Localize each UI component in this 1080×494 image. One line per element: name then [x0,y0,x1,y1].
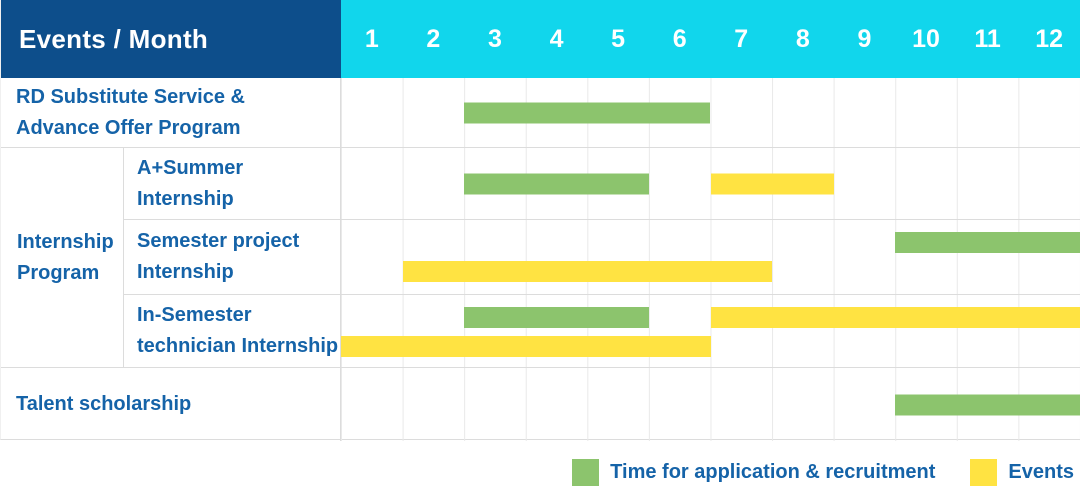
month-label: 3 [487,24,502,53]
application-bar [464,307,649,328]
month-label: 2 [426,24,441,53]
row-label-in-semester: In-Semester technician Internship [124,295,341,367]
table-row: Talent scholarship [1,368,1080,441]
legend-label: Events [1008,460,1074,483]
event-bar [710,173,834,194]
gantt-table: Events / Month 1 2 3 4 5 6 7 8 9 10 11 12 RD Substi… [0,0,1080,441]
chart-row-rd-substitute [341,78,1080,147]
month-label: 11 [974,24,1001,53]
event-bar [710,307,1080,328]
table-row: RD Substitute Service & Advance Offer Pr… [1,78,1080,148]
chart-row-in-semester [341,295,1080,367]
internship-program-group: Internship Program A+Summer Internship S… [1,148,1080,368]
application-bar [895,232,1080,253]
row-label-rd-substitute: RD Substitute Service & Advance Offer Pr… [1,78,341,147]
row-label-semester-project: Semester project Internship [124,220,341,294]
table-row: A+Summer Internship [124,148,1080,220]
table-header-title: Events / Month [1,0,341,78]
legend-item-application: Time for application & recruitment [572,458,936,486]
month-label: 4 [549,24,564,53]
month-label: 1 [364,24,379,53]
legend: Time for application & recruitment Events [572,455,1074,489]
application-bar [464,173,649,194]
internship-program-subrows: A+Summer Internship Semester project Int… [124,148,1080,367]
event-bar [402,261,773,282]
row-label-a-summer: A+Summer Internship [124,148,341,219]
application-bar [895,394,1080,415]
month-label: 12 [1035,24,1064,53]
legend-swatch-event [970,458,998,486]
legend-item-event: Events [970,458,1074,486]
table-row: In-Semester technician Internship [124,295,1080,367]
month-label: 5 [611,24,626,53]
chart-row-semester-project [341,220,1080,294]
legend-swatch-application [572,458,600,486]
legend-label: Time for application & recruitment [610,460,936,483]
month-axis: 1 2 3 4 5 6 7 8 9 10 11 12 [341,0,1080,78]
table-header-row: Events / Month 1 2 3 4 5 6 7 8 9 10 11 12 [1,0,1080,78]
row-label-talent-scholarship: Talent scholarship [1,368,341,441]
month-label: 8 [795,24,810,53]
chart-row-a-summer [341,148,1080,219]
group-label-internship-program: Internship Program [1,148,124,367]
application-bar [464,102,711,123]
chart-row-talent-scholarship [341,368,1080,441]
table-row: Semester project Internship [124,220,1080,295]
month-label: 10 [912,24,940,53]
month-label: 7 [734,24,749,53]
event-bar [341,336,711,357]
month-label: 6 [672,24,687,53]
month-label: 9 [857,24,872,53]
